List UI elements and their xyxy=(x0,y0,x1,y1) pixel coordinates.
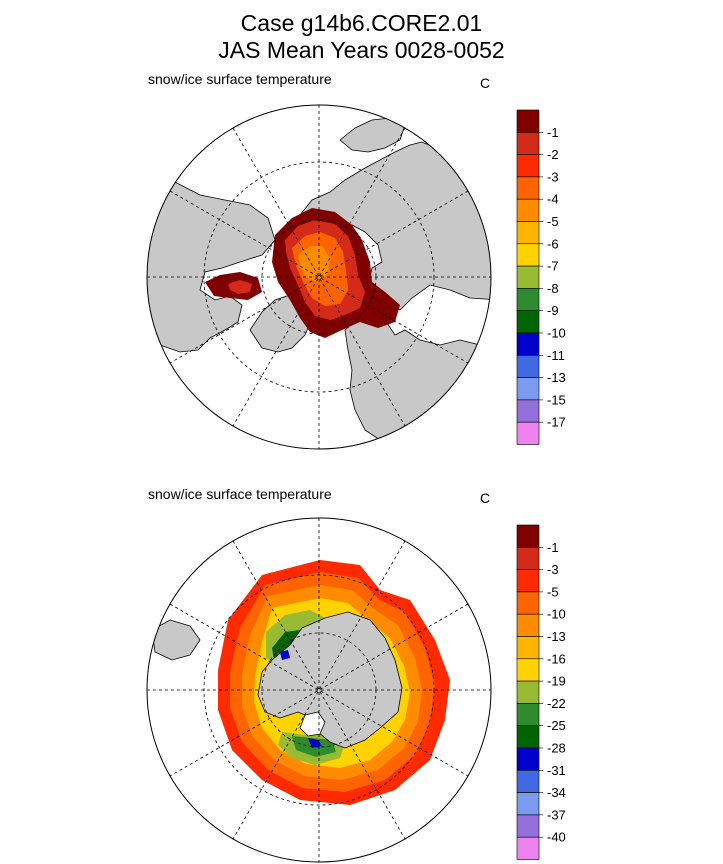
north-variable-label: snow/ice surface temperature xyxy=(148,71,332,87)
north-colorbar-label: -1 xyxy=(547,125,559,140)
north-units-label: C xyxy=(480,75,491,91)
south-colorbar-swatch xyxy=(516,636,540,660)
south-colorbar-label: -25 xyxy=(547,718,566,733)
north-colorbar-label: -9 xyxy=(547,303,559,318)
north-colorbar-label: -4 xyxy=(547,192,559,207)
south-colorbar-label: -28 xyxy=(547,741,566,756)
south-colorbar-label: -40 xyxy=(547,830,566,845)
south-colorbar-swatch xyxy=(516,769,540,793)
south-colorbar-label: -37 xyxy=(547,807,566,822)
north-colorbar-label: -15 xyxy=(547,392,566,407)
north-colorbar-swatch xyxy=(516,332,540,356)
south-units-label: C xyxy=(480,490,491,506)
south-colorbar-label: -19 xyxy=(547,674,566,689)
south-ross-blue xyxy=(308,738,322,748)
north-colorbar-label: -2 xyxy=(547,147,559,162)
south-colorbar-swatch xyxy=(516,792,540,816)
south-colorbar-label: -16 xyxy=(547,651,566,666)
south-colorbar-swatch xyxy=(516,524,540,548)
south-colorbar-swatch xyxy=(516,658,540,682)
north-colorbar-swatch xyxy=(516,176,540,200)
north-colorbar-swatch xyxy=(516,221,540,245)
north-colorbar-label: -13 xyxy=(547,370,566,385)
south-colorbar-swatch xyxy=(516,836,540,860)
north-colorbar-swatch xyxy=(516,310,540,334)
south-colorbar-label: -13 xyxy=(547,629,566,644)
south-colorbar-label: -31 xyxy=(547,763,566,778)
south-colorbar-label: -34 xyxy=(547,785,566,800)
north-colorbar-label: -3 xyxy=(547,169,559,184)
north-colorbar-label: -6 xyxy=(547,236,559,251)
south-colorbar-label: -3 xyxy=(547,562,559,577)
north-colorbar-swatch xyxy=(516,288,540,311)
north-colorbar-label: -5 xyxy=(547,214,559,229)
north-polar-map xyxy=(146,104,492,450)
north-land-eurasia xyxy=(299,141,491,311)
south-colorbar-swatch xyxy=(516,546,540,570)
north-colorbar: -1 -2 -3 -4 -5 -6 -7 -8 -9 -10 -11 -13 -15 -17 xyxy=(516,109,566,445)
north-colorbar-label: -10 xyxy=(547,326,566,341)
north-colorbar-swatch xyxy=(516,399,540,423)
north-colorbar-label: -11 xyxy=(547,348,565,363)
south-colorbar-swatch xyxy=(516,725,540,749)
north-colorbar-label: -17 xyxy=(547,415,566,430)
figure-title-line2: JAS Mean Years 0028-0052 xyxy=(218,37,505,63)
south-colorbar-swatch xyxy=(516,613,540,637)
south-variable-label: snow/ice surface temperature xyxy=(148,486,332,502)
north-land-bering xyxy=(339,117,406,153)
south-colorbar-label: -1 xyxy=(547,540,559,555)
north-colorbar-swatch xyxy=(516,354,540,378)
north-colorbar-swatch xyxy=(516,109,540,133)
south-colorbar-swatch xyxy=(516,569,540,593)
north-colorbar-swatch xyxy=(516,377,540,401)
south-colorbar-label: -10 xyxy=(547,607,566,622)
north-colorbar-label: -8 xyxy=(547,281,559,296)
north-colorbar-label: -7 xyxy=(547,259,559,274)
south-colorbar-swatch xyxy=(516,703,540,727)
north-colorbar-swatch xyxy=(516,132,540,155)
south-colorbar-swatch xyxy=(516,747,540,771)
south-colorbar-swatch xyxy=(516,814,540,838)
south-land-south-america xyxy=(151,619,201,661)
south-colorbar-swatch xyxy=(516,680,540,704)
south-polar-map xyxy=(146,517,492,863)
south-weddell-blue xyxy=(280,650,290,660)
north-colorbar-swatch xyxy=(516,198,540,222)
north-ice-baffin xyxy=(228,280,252,294)
north-colorbar-swatch xyxy=(516,243,540,267)
figure-title-line1: Case g14b6.CORE2.01 xyxy=(240,10,483,36)
north-colorbar-swatch xyxy=(516,154,540,178)
south-colorbar: -1 -3 -5 -10 -13 -16 -19 -22 -25 -28 -31 -34 -37 -40 xyxy=(516,524,566,860)
south-colorbar-label: -22 xyxy=(547,696,566,711)
north-colorbar-swatch xyxy=(516,265,540,289)
south-colorbar-swatch xyxy=(516,591,540,615)
north-colorbar-swatch xyxy=(516,421,540,445)
south-colorbar-label: -5 xyxy=(547,584,559,599)
